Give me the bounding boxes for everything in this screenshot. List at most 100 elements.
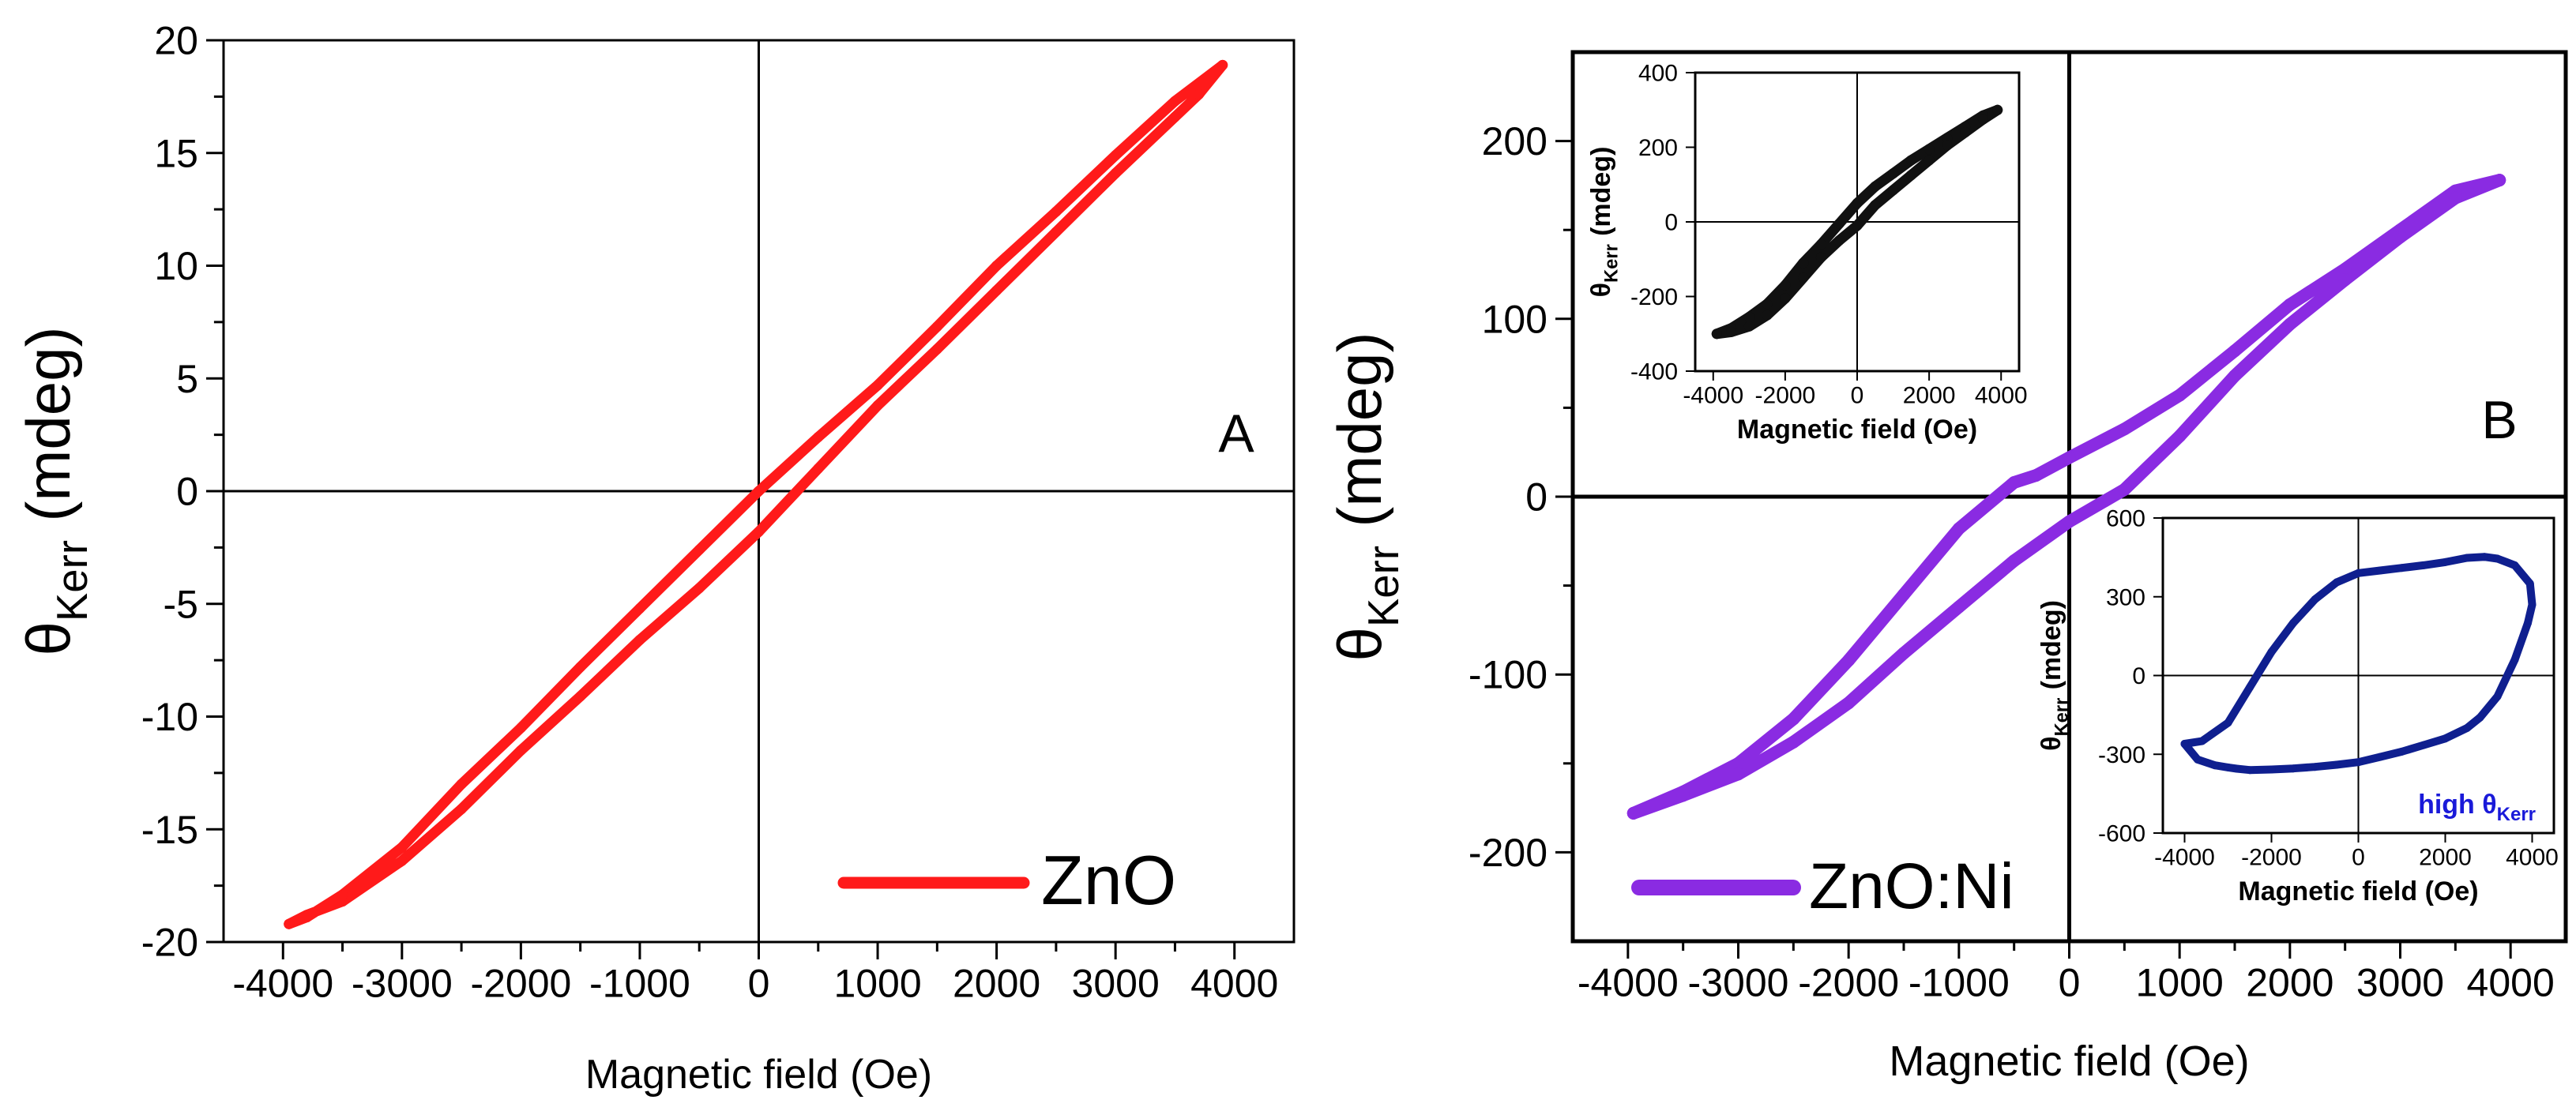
a-x-tick-label: -4000 <box>232 962 333 1006</box>
i2-data-point <box>2180 740 2189 748</box>
a-x-tick-label: 3000 <box>1072 962 1160 1006</box>
i1-data-point <box>1815 238 1826 250</box>
a-data-point <box>991 261 1002 271</box>
a-data-point <box>456 779 467 790</box>
i2-y-tick-label: 0 <box>2132 663 2145 689</box>
i2-data-point <box>2524 619 2532 627</box>
i2-annotation-text: high θ <box>2418 790 2497 820</box>
b-legend-label: ZnO:Ni <box>1809 850 2014 922</box>
i1-data-point <box>1905 155 1916 166</box>
a-data-point <box>1110 167 1121 178</box>
i2-data-point <box>2232 764 2241 773</box>
b-data-point <box>1952 522 1965 535</box>
b-data-point <box>1842 696 1856 710</box>
a-data-point <box>301 910 312 921</box>
i1-y-tick-label: 200 <box>1638 135 1678 161</box>
b-y-axis-title: θKerr (mdeg) <box>1325 332 1408 661</box>
b-data-point <box>2228 344 2241 358</box>
b-data-point <box>1897 647 1910 660</box>
a-data-point <box>397 855 408 866</box>
a-x-tick-label: 4000 <box>1190 962 1278 1006</box>
b-data-point <box>2283 317 2296 331</box>
i2-data-point <box>2441 557 2450 566</box>
i1-data-point <box>1870 200 1881 211</box>
b-data-point <box>2173 430 2187 443</box>
i1-data-point <box>1888 185 1899 196</box>
i1-data-point <box>1815 252 1826 263</box>
a-data-point <box>1051 206 1062 217</box>
i2-y-tick-label: 300 <box>2106 584 2145 610</box>
a-data-point <box>991 285 1002 296</box>
b-data-point <box>2118 422 2131 436</box>
b-y-tick-label: 200 <box>1482 119 1547 163</box>
i2-x-tick-label: -2000 <box>2241 845 2302 871</box>
a-data-point <box>284 918 295 929</box>
i2-data-point <box>2441 734 2450 743</box>
i2-data-point <box>2267 765 2276 774</box>
i1-x-tick-label: 0 <box>1851 383 1864 409</box>
b-y-tick-label: 0 <box>1525 475 1547 520</box>
a-y-axis-title: θKerr (mdeg) <box>13 326 96 655</box>
i2-annotation-subscript: Kerr <box>2497 804 2536 825</box>
i2-data-point <box>2198 737 2206 745</box>
b-data-point <box>2283 298 2296 311</box>
i2-data-point <box>2333 760 2341 769</box>
a-x-axis-title: Magnetic field (Oe) <box>585 1052 932 1098</box>
a-y-tick-label: -20 <box>141 921 198 965</box>
inset-chart-top: -4000 -2000 0 2000 4000-400-2000200400Magnet… <box>1586 61 2028 445</box>
i1-data-point <box>1780 280 1791 291</box>
a-x-tick-label: 0 <box>748 962 770 1006</box>
a-y-tick-label: 15 <box>154 131 198 175</box>
b-data-point <box>2338 262 2352 276</box>
i2-data-point <box>2525 580 2534 588</box>
i2-y-axis-subscript: Kerr <box>2051 698 2073 737</box>
i2-data-point <box>2311 763 2319 771</box>
i1-data-point <box>1762 310 1773 321</box>
i1-data-point <box>1762 298 1773 310</box>
i1-data-point <box>1798 272 1809 283</box>
a-data-point <box>754 526 764 537</box>
b-data-point <box>1732 768 1745 781</box>
i2-data-point <box>2289 619 2297 627</box>
i2-data-point <box>2420 561 2427 569</box>
i1-y-tick-label: -200 <box>1630 284 1678 310</box>
a-x-tick-label: 2000 <box>953 962 1040 1006</box>
panel-label-b: B <box>2481 390 2517 450</box>
i2-data-point <box>2463 554 2471 562</box>
i2-data-point <box>2480 553 2488 561</box>
i1-y-axis-title: θKerr (mdeg) <box>1586 147 1623 298</box>
b-x-tick-label: -4000 <box>1578 961 1679 1005</box>
inset-chart-bottom: -4000 -2000 0 2000 4000 -600 -300 0 300 600 Magnet… <box>2036 506 2559 907</box>
i2-data-point <box>2420 741 2427 749</box>
a-data-point <box>931 343 942 355</box>
b-data-point <box>2063 515 2076 528</box>
a-x-tick-label: 1000 <box>833 962 921 1006</box>
i1-data-point <box>1798 257 1809 268</box>
i2-data-point <box>2267 647 2276 656</box>
b-y-tick-label: 100 <box>1482 297 1547 341</box>
i2-data-point <box>2476 713 2484 722</box>
a-data-point <box>872 380 883 391</box>
i2-data-point <box>2354 569 2363 577</box>
i1-y-axis-unit: (mdeg) <box>1586 147 1616 236</box>
i1-data-point <box>1888 168 1899 179</box>
i2-data-point <box>2510 655 2519 664</box>
a-data-point <box>1051 227 1062 238</box>
i1-x-tick-label: -2000 <box>1755 383 1816 409</box>
chart-zno: -4000 -3000 -2000 -1000 0 1000 2000 3000 4000 -20… <box>13 19 1296 1098</box>
i1-data-point <box>1924 144 1935 155</box>
b-y-tick-label: -200 <box>1469 831 1547 875</box>
i2-data-point <box>2528 600 2537 609</box>
i1-data-point <box>1870 181 1881 192</box>
b-y-tick-label: -100 <box>1469 653 1547 697</box>
a-data-point <box>634 603 645 614</box>
i1-data-point <box>1780 293 1791 304</box>
b-data-point <box>2173 388 2187 402</box>
i2-y-tick-label: 600 <box>2106 506 2145 532</box>
a-y-tick-label: 0 <box>176 470 198 514</box>
i2-y-axis-unit: (mdeg) <box>2036 600 2066 689</box>
a-data-point <box>1169 111 1180 122</box>
i1-y-tick-label: 0 <box>1664 210 1678 236</box>
a-data-point <box>872 400 883 411</box>
i2-data-point <box>2311 595 2319 604</box>
